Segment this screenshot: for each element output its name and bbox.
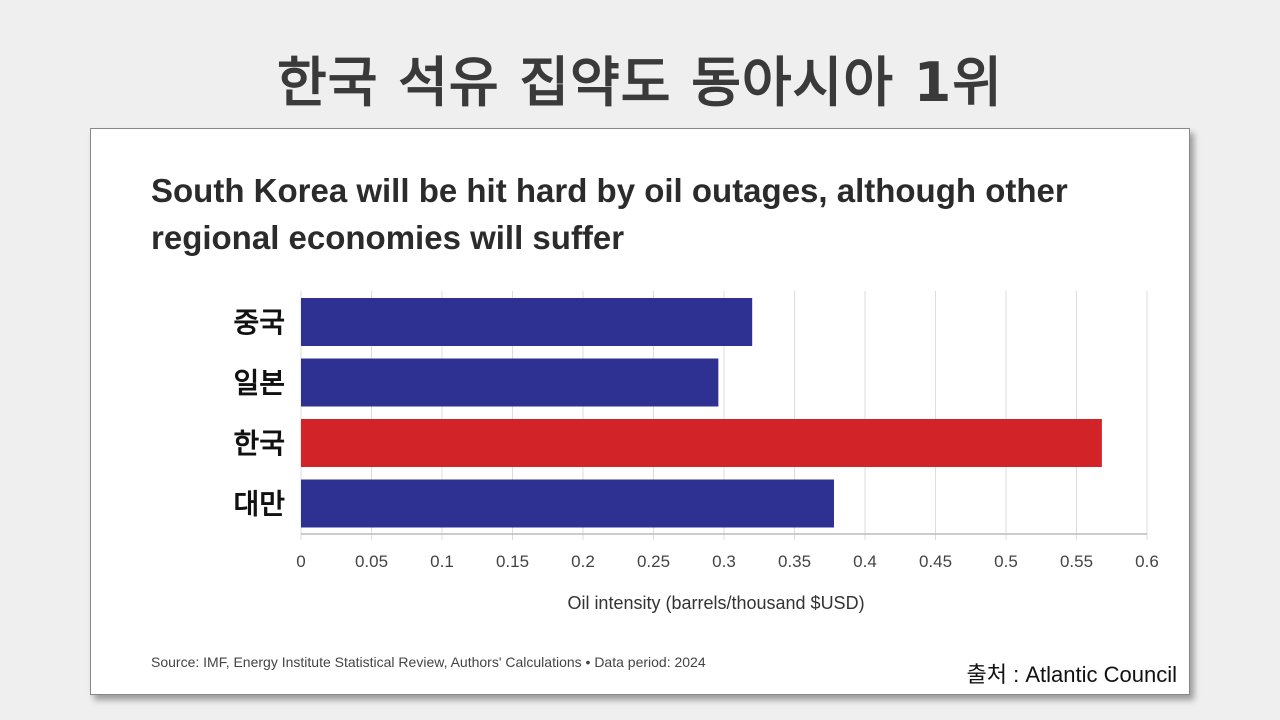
x-tick-label: 0.45 — [919, 552, 952, 571]
x-tick-label: 0.6 — [1135, 552, 1159, 571]
x-tick-label: 0.4 — [853, 552, 877, 571]
chart-card: South Korea will be hit hard by oil outa… — [90, 128, 1190, 695]
y-category-label: 중국 — [233, 306, 285, 339]
x-tick-label: 0 — [296, 552, 305, 571]
y-category-label: 일본 — [233, 367, 285, 400]
x-tick-label: 0.15 — [496, 552, 529, 571]
x-tick-label: 0.55 — [1060, 552, 1093, 571]
chart-title: South Korea will be hit hard by oil outa… — [151, 172, 1068, 256]
x-tick-label: 0.3 — [712, 552, 736, 571]
bar-chart: 0 0.05 0.1 0.15 0.2 0.25 0.3 0.35 0.4 0.45 0.5 0.55… — [233, 291, 1159, 613]
headline: 한국 석유 집약도 동아시아 1위 — [277, 51, 1003, 114]
source-note: Source: IMF, Energy Institute Statistica… — [151, 654, 706, 670]
x-tick-label: 0.05 — [355, 552, 388, 571]
x-tick-label: 0.1 — [430, 552, 454, 571]
bar-한국 — [301, 419, 1102, 467]
y-category-label: 대만 — [233, 488, 285, 521]
y-category-label: 한국 — [233, 427, 285, 460]
bar-일본 — [301, 358, 719, 407]
x-tick-label: 0.5 — [994, 552, 1018, 571]
credit: 출처 : Atlantic Council — [966, 662, 1177, 687]
x-axis-title: Oil intensity (barrels/thousand $USD) — [567, 593, 864, 613]
x-tick-label: 0.2 — [571, 552, 595, 571]
bar-중국 — [301, 298, 753, 346]
x-tick-label: 0.35 — [778, 552, 811, 571]
x-tick-label: 0.25 — [637, 552, 670, 571]
bar-대만 — [301, 479, 834, 528]
